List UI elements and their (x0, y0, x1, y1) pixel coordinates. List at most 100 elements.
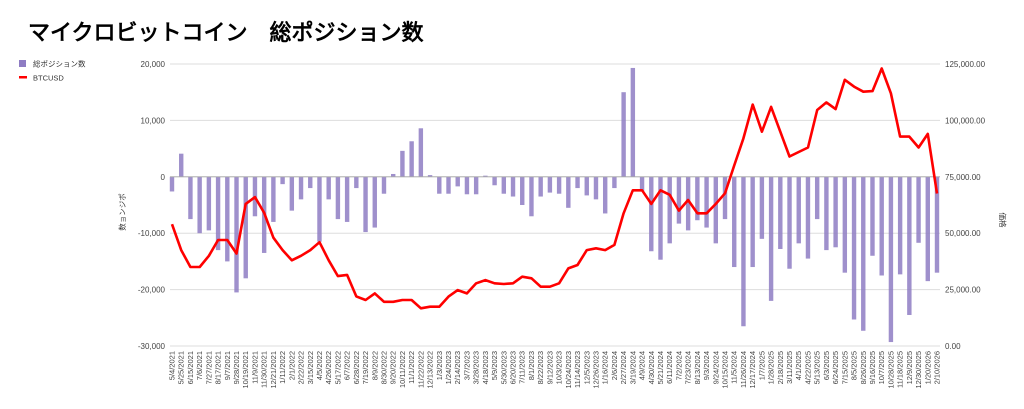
left-tick-label: -30,000 (138, 342, 166, 351)
x-tick-label: 8/5/2025 (850, 351, 859, 380)
x-tick-label: 6/11/2024 (665, 351, 674, 384)
x-tick-label: 7/6/2021 (195, 351, 204, 380)
x-tick-label: 2/14/2023 (453, 351, 462, 384)
bar (280, 176, 285, 185)
left-tick-label: -20,000 (138, 286, 166, 295)
x-tick-label: 11/22/2022 (416, 351, 425, 388)
bar (768, 176, 774, 301)
bar (215, 176, 221, 251)
bar (298, 176, 304, 200)
bar (649, 176, 654, 252)
left-axis-title: 数ョンジポ (117, 193, 127, 231)
x-tick-label: 6/3/2025 (822, 351, 831, 380)
x-tick-label: 12/26/2023 (591, 351, 600, 389)
bar (206, 176, 212, 231)
bar (418, 128, 424, 177)
x-tick-label: 12/9/2025 (905, 351, 914, 384)
x-tick-label: 12/5/2023 (582, 351, 591, 384)
bar (630, 67, 636, 177)
x-tick-label: 1/7/2025 (757, 351, 766, 380)
x-tick-label: 6/20/2023 (509, 351, 518, 384)
bar (778, 176, 783, 249)
x-tick-label: 6/7/2022 (343, 351, 352, 380)
x-tick-label: 6/15/2021 (186, 351, 195, 384)
x-tick-label: 9/3/2024 (702, 351, 711, 380)
x-tick-label: 8/26/2025 (859, 351, 868, 384)
bar (695, 176, 700, 221)
x-tick-label: 4/5/2022 (315, 351, 324, 380)
x-tick-label: 9/20/2022 (389, 351, 398, 384)
x-tick-label: 11/30/2021 (260, 351, 269, 388)
x-tick-label: 9/7/2021 (223, 351, 232, 380)
bar (225, 176, 230, 262)
x-tick-label: 12/17/2024 (748, 351, 757, 389)
x-tick-label: 1/3/2023 (435, 351, 444, 380)
x-tick-label: 12/13/2022 (426, 351, 435, 389)
bar (510, 176, 516, 197)
bar (289, 176, 295, 211)
x-tick-label: 9/24/2024 (711, 351, 720, 384)
x-tick-label: 10/15/2024 (721, 351, 730, 389)
x-tick-label: 7/15/2025 (840, 351, 849, 384)
left-tick-label: -10,000 (138, 229, 166, 238)
bar (566, 176, 571, 208)
bar (179, 153, 184, 177)
x-tick-label: 3/28/2023 (472, 351, 481, 384)
x-tick-label: 5/13/2025 (813, 351, 822, 384)
right-tick-label: 100,000.00 (945, 116, 986, 125)
x-tick-label: 10/28/2025 (886, 351, 895, 389)
left-tick-label: 0 (161, 173, 166, 182)
bar (575, 176, 580, 189)
bar (621, 92, 626, 177)
x-tick-label: 2/1/2022 (287, 351, 296, 380)
x-axis-ticks: 5/4/2021 5/25/2021 6/15/2021 7/6/2021 7/27/2… (168, 351, 942, 389)
x-tick-label: 11/9/2021 (250, 351, 259, 384)
legend-label-btcusd: BTCUSD (33, 74, 64, 83)
bar (391, 173, 396, 177)
bar (750, 176, 755, 268)
legend: 総ポジション数 BTCUSD (19, 59, 86, 83)
bar (925, 176, 930, 282)
legend-swatch-btcusd (19, 76, 27, 79)
x-tick-label: 12/21/2021 (269, 351, 278, 389)
bar (861, 176, 866, 331)
x-tick-label: 11/18/2025 (896, 351, 905, 388)
right-axis-ticks: 125,000.00 100,000.00 75,000.00 50,000.00 25… (945, 60, 986, 351)
bar (732, 176, 737, 268)
bar (667, 176, 672, 244)
bar (188, 176, 193, 220)
bar (593, 176, 599, 200)
x-tick-label: 7/27/2021 (204, 351, 213, 384)
x-tick-label: 2/27/2024 (619, 351, 628, 384)
x-tick-label: 6/28/2022 (352, 351, 361, 384)
x-tick-label: 7/11/2023 (518, 351, 527, 384)
bar (520, 176, 525, 205)
right-axis-title: 価格 (998, 213, 1008, 228)
bar (556, 176, 562, 194)
x-tick-label: 4/1/2025 (794, 351, 803, 380)
x-tick-label: 9/28/2021 (232, 351, 241, 384)
legend-label-positions: 総ポジション数 (33, 59, 86, 69)
bar (713, 176, 718, 244)
bar (381, 176, 387, 194)
x-tick-label: 3/15/2022 (306, 351, 315, 384)
x-tick-label: 5/25/2021 (177, 351, 186, 384)
x-tick-label: 8/13/2024 (693, 351, 702, 384)
x-tick-label: 4/22/2025 (803, 351, 812, 384)
bar (805, 176, 811, 259)
x-tick-label: 8/30/2022 (379, 351, 388, 384)
x-tick-label: 12/30/2025 (914, 351, 923, 389)
line-series-btcusd (170, 67, 939, 310)
right-tick-label: 25,000.00 (945, 286, 981, 295)
x-tick-label: 5/30/2023 (499, 351, 508, 384)
bar (335, 176, 341, 220)
bar (372, 176, 377, 228)
x-tick-label: 1/20/2026 (923, 351, 932, 384)
bar (363, 176, 368, 233)
bar (308, 176, 313, 189)
bar (234, 176, 239, 293)
right-tick-label: 75,000.00 (945, 173, 981, 182)
x-tick-label: 9/12/2023 (545, 351, 554, 384)
bar (897, 176, 903, 275)
x-tick-label: 5/9/2023 (490, 351, 499, 380)
